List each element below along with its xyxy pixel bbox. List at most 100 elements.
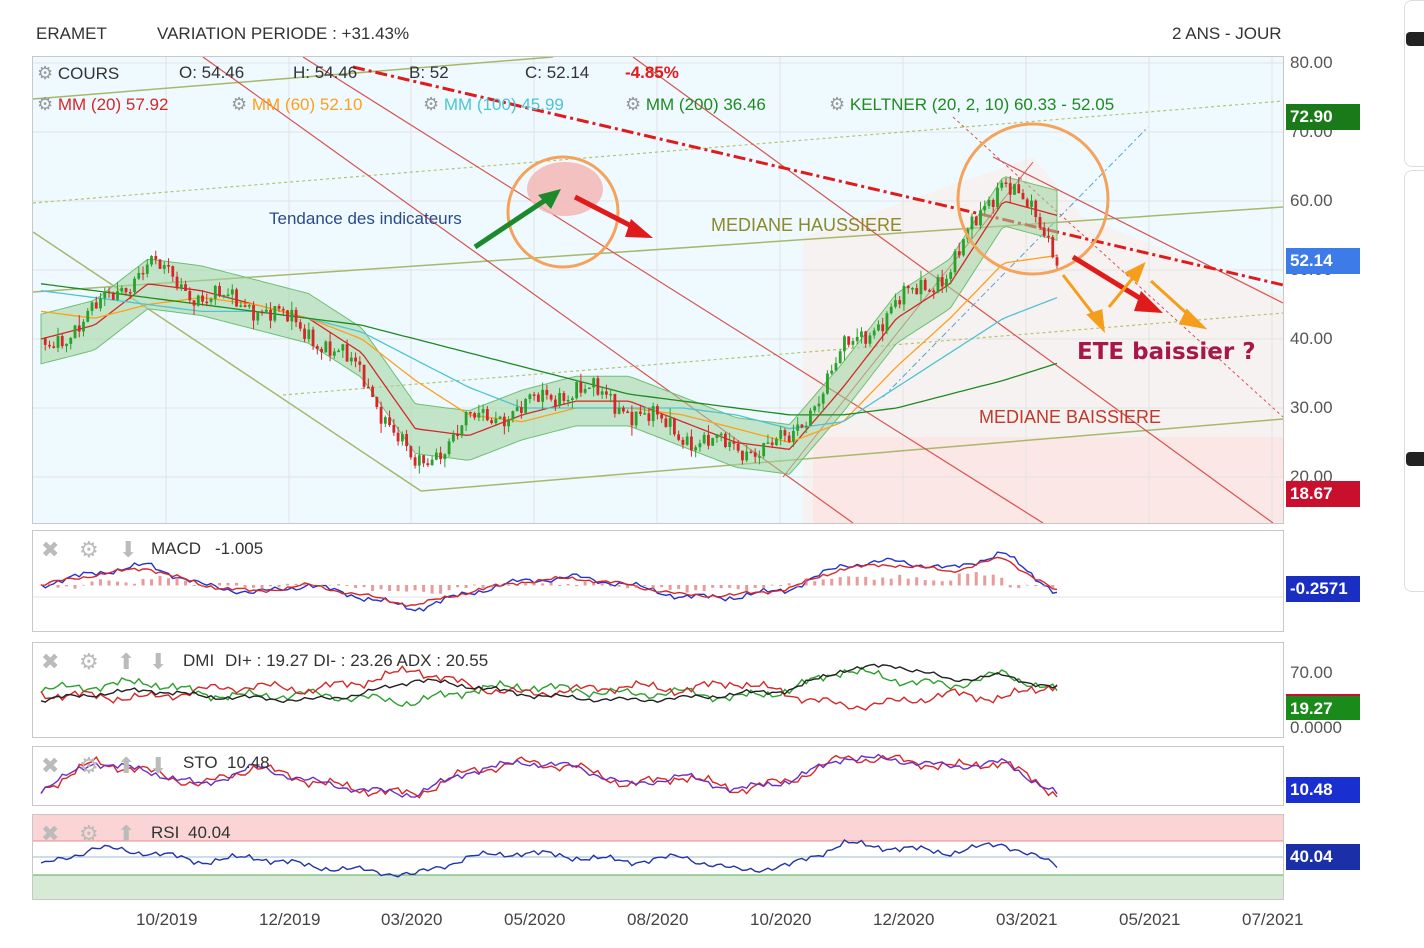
candle-body	[660, 414, 664, 419]
gear-icon[interactable]: ⚙	[37, 63, 54, 83]
arrow-up-icon[interactable]: ⬆	[117, 753, 136, 778]
candle-body	[949, 272, 953, 279]
candle-body	[974, 216, 978, 226]
candle-body	[507, 419, 511, 427]
macd-histogram-bar	[643, 585, 647, 586]
candle-body	[477, 412, 481, 418]
candle-body	[787, 435, 791, 442]
macd-histogram-bar	[617, 585, 621, 587]
macd-histogram-bar	[209, 583, 213, 586]
arrow-down-icon[interactable]: ⬇	[149, 753, 168, 778]
candle-body	[987, 200, 991, 206]
side-panel-top[interactable]	[1404, 0, 1424, 167]
sto-d-line	[40, 753, 1058, 798]
x-tick: 08/2020	[627, 910, 689, 929]
price-tick: 30.00	[1290, 398, 1333, 417]
cours-legend: ⚙ COURS	[37, 63, 120, 83]
candle-body	[570, 398, 574, 401]
macd-histogram-bar	[864, 576, 868, 586]
macd-histogram-bar	[90, 581, 94, 586]
macd-histogram-bar	[405, 585, 409, 592]
candle-body	[90, 302, 94, 311]
candle-body	[332, 351, 336, 356]
side-panel-bottom[interactable]	[1404, 170, 1424, 592]
macd-histogram-bar	[787, 583, 791, 586]
arrow-up-icon[interactable]: ⬆	[117, 821, 136, 846]
macd-histogram-bar	[439, 585, 443, 594]
candle-body	[417, 455, 421, 466]
close-icon[interactable]: ✖	[41, 649, 60, 674]
gear-icon[interactable]: ⚙	[79, 537, 99, 562]
candle-body	[396, 432, 400, 442]
macd-histogram-bar	[1051, 585, 1055, 589]
candle-body	[868, 335, 872, 344]
candle-body	[609, 393, 613, 396]
candle-body	[911, 288, 914, 290]
close-icon[interactable]: ✖	[41, 537, 60, 562]
close-icon[interactable]: ✖	[41, 753, 60, 778]
macd-histogram-bar	[124, 582, 128, 586]
macd-histogram-bar	[592, 582, 596, 586]
candle-body	[1013, 184, 1016, 195]
candle-body	[617, 407, 621, 414]
candle-body	[235, 289, 238, 307]
gear-icon[interactable]: ⚙	[79, 753, 99, 778]
candle-body	[1038, 217, 1042, 228]
candle-body	[247, 305, 251, 307]
candle-body	[260, 311, 264, 314]
macd-histogram-bar	[702, 585, 706, 592]
candle-body	[447, 441, 451, 455]
candle-body	[124, 287, 128, 293]
candle-body	[851, 341, 855, 345]
macd-histogram-bar	[515, 585, 519, 586]
period-selector[interactable]: 2 ANS - JOUR	[1172, 24, 1282, 43]
macd-histogram-bar	[770, 584, 774, 586]
gear-icon[interactable]: ⚙	[79, 821, 99, 846]
candle-body	[1017, 184, 1021, 194]
candle-body	[111, 292, 115, 300]
candle-body	[698, 443, 702, 448]
arrow-down-icon[interactable]: ⬇	[119, 537, 138, 562]
candle-body	[936, 276, 940, 293]
gear-icon[interactable]: ⚙	[79, 649, 99, 674]
x-tick: 12/2020	[873, 910, 935, 929]
candle-body	[349, 357, 353, 362]
candle-body	[56, 336, 60, 348]
candle-body	[719, 433, 723, 436]
sto-value: 10.48	[227, 753, 270, 772]
gear-icon[interactable]: ⚙	[423, 94, 440, 114]
toolbar-icon[interactable]	[1406, 32, 1424, 46]
candle-body	[809, 410, 812, 426]
candle-body	[724, 433, 727, 447]
macd-histogram-bar	[600, 583, 604, 586]
arrow-up-icon[interactable]: ⬆	[117, 649, 136, 674]
gear-icon[interactable]: ⚙	[829, 94, 846, 114]
gear-icon[interactable]: ⚙	[231, 94, 248, 114]
candle-body	[103, 291, 107, 299]
macd-histogram-bar	[345, 585, 349, 586]
macd-histogram-bar	[260, 585, 264, 590]
candle-body	[426, 463, 430, 466]
x-tick: 07/2021	[1242, 910, 1304, 929]
dmi-tick: 70.00	[1290, 663, 1333, 682]
candle-body	[120, 287, 124, 292]
macd-histogram-bar	[354, 585, 358, 588]
close-icon[interactable]: ✖	[41, 821, 60, 846]
candle-body	[311, 329, 315, 347]
candle-body	[337, 350, 340, 353]
candle-body	[957, 251, 961, 256]
candle-body	[889, 306, 893, 314]
macd-histogram-bar	[677, 585, 681, 589]
last-price-tag: 52.14	[1286, 248, 1360, 274]
ma-line-4	[40, 283, 1058, 416]
macd-histogram-bar	[226, 582, 230, 586]
gear-icon[interactable]: ⚙	[625, 94, 642, 114]
candle-body	[800, 424, 804, 428]
toolbar-icon[interactable]	[1406, 452, 1424, 466]
gear-icon[interactable]: ⚙	[37, 94, 54, 114]
candle-body	[379, 406, 383, 424]
candle-body	[128, 292, 132, 294]
arrow-down-icon[interactable]: ⬇	[149, 649, 168, 674]
macd-histogram-bar	[371, 585, 375, 591]
candle-body	[583, 389, 587, 393]
